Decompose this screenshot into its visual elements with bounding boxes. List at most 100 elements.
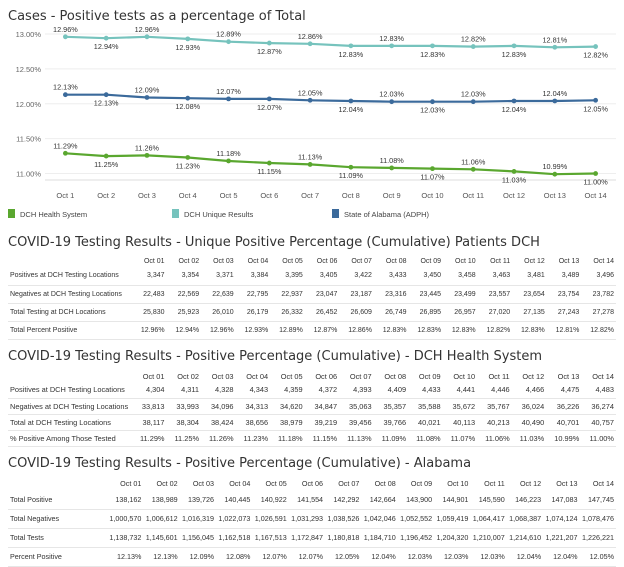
table-cell: 3,405 [319, 272, 338, 280]
table-cell: 4,446 [491, 385, 510, 395]
column-header: Oct 09 [420, 257, 442, 265]
data-point [511, 98, 517, 104]
table-cell: 4,483 [595, 385, 615, 395]
data-label: 12.03% [379, 90, 404, 99]
table-cell: 4,372 [318, 385, 338, 395]
column-header: Oct 02 [178, 257, 200, 265]
table-cell: 39,456 [349, 417, 372, 427]
x-tick-label: Oct 12 [503, 191, 525, 200]
table-cell: 36,274 [591, 401, 614, 411]
table-cell: 1,064,417 [472, 514, 505, 523]
table-cell: 12.82% [590, 326, 614, 334]
data-label: 12.08% [175, 102, 200, 111]
table-cell: 143,900 [406, 494, 433, 504]
x-tick-label: Oct 13 [544, 191, 566, 200]
data-label: 11.03% [502, 175, 527, 184]
table-cell: 12.93% [244, 326, 269, 334]
table-cell: 35,588 [418, 401, 441, 411]
data-point [511, 169, 517, 174]
data-point [62, 92, 68, 98]
data-point [389, 165, 395, 171]
x-tick-label: Oct 9 [383, 191, 401, 200]
data-point [103, 35, 109, 41]
table-cell: 10.99% [554, 433, 580, 443]
legend-label: State of Alabama (ADPH) [344, 210, 430, 219]
table-cell: 12.09% [189, 552, 215, 561]
table-cell: 140,445 [224, 494, 251, 504]
x-tick-label: Oct 14 [585, 191, 607, 200]
table-cell: 12.89% [279, 326, 303, 334]
table-cell: 142,292 [333, 494, 360, 504]
x-tick-label: Oct 10 [421, 191, 443, 200]
table-cell: 1,078,476 [582, 514, 614, 523]
table-cell: 12.96% [209, 326, 234, 334]
data-label: 12.96% [53, 25, 78, 34]
table-cell: 3,481 [527, 272, 545, 280]
data-point [389, 99, 395, 105]
table-cell: 11.00% [589, 433, 614, 443]
column-header: Oct 03 [213, 257, 234, 265]
table-cell: 12.04% [516, 552, 542, 561]
table-cell: 12.07% [298, 552, 324, 561]
column-header: Oct 06 [315, 371, 338, 381]
table-cell: 146,223 [515, 494, 542, 504]
column-header: Oct 13 [558, 257, 580, 265]
table-cell: 22,639 [212, 290, 234, 298]
data-point [307, 97, 313, 103]
series-line [65, 35, 596, 49]
table-cell: 4,359 [284, 385, 303, 395]
table-cell: 3,347 [147, 272, 165, 280]
chart-title: Cases - Positive tests as a percentage o… [8, 9, 306, 24]
table-cell: 35,357 [383, 401, 407, 411]
data-label: 12.04% [339, 105, 364, 114]
column-header: Oct 06 [316, 257, 338, 265]
table-row: Total Percent Positive 12.96% 12.94% 12.96%… [8, 321, 616, 339]
table-cell: 12.05% [335, 552, 360, 561]
table-cell: 1,210,007 [472, 533, 505, 542]
table-row: Total Testing at DCH Locations 25,830 25,9… [8, 303, 616, 321]
table-cell: 4,311 [181, 385, 200, 395]
table-cell: 38,424 [210, 417, 234, 427]
table-cell: 1,172,847 [291, 533, 324, 542]
data-label: 12.05% [583, 104, 608, 113]
table-cell: 12.08% [225, 552, 251, 561]
table-cell: 12.86% [348, 326, 372, 334]
table-cell: 40,490 [521, 417, 545, 427]
table-cell: 4,304 [146, 385, 165, 395]
data-point [430, 43, 435, 49]
table-cell: 11.26% [209, 433, 234, 443]
legend-swatch [172, 209, 179, 218]
column-header: Oct 04 [247, 257, 269, 265]
table-cell: 23,499 [454, 290, 476, 298]
table-cell: 4,409 [387, 385, 407, 395]
table-cell: 25,923 [177, 308, 200, 316]
table-cell: 4,343 [249, 385, 269, 395]
legend-swatch [332, 209, 339, 218]
table-cell: 26,895 [419, 308, 442, 316]
data-label: 11.06% [461, 157, 486, 166]
table-cell: 1,204,320 [436, 533, 469, 542]
table-cell: 12.04% [371, 552, 396, 561]
table-cell: 3,458 [458, 272, 476, 280]
column-header: Oct 04 [246, 371, 269, 381]
table-cell: 12.87% [313, 326, 338, 334]
column-header: Oct 03 [192, 479, 215, 488]
column-header: Oct 01 [142, 371, 165, 381]
x-tick-label: Oct 5 [220, 191, 238, 200]
table-cell: 40,021 [418, 417, 441, 427]
table-cell: 138,162 [115, 494, 142, 504]
x-tick-label: Oct 4 [179, 191, 197, 200]
data-point [144, 95, 150, 100]
table-cell: 144,901 [442, 494, 469, 504]
table-cell: 33,813 [141, 401, 165, 411]
table-cell: 12.07% [262, 552, 287, 561]
table-cell: 11.09% [381, 433, 407, 443]
table-cell: 26,332 [281, 308, 303, 316]
table-cell: 4,441 [456, 385, 476, 395]
column-header: Oct 13 [557, 371, 580, 381]
data-point [470, 99, 476, 105]
table-cell: 12.81% [555, 326, 580, 334]
table-cell: 11.13% [347, 433, 372, 443]
data-label: 11.00% [583, 178, 608, 187]
x-tick-label: Oct 1 [56, 191, 74, 200]
